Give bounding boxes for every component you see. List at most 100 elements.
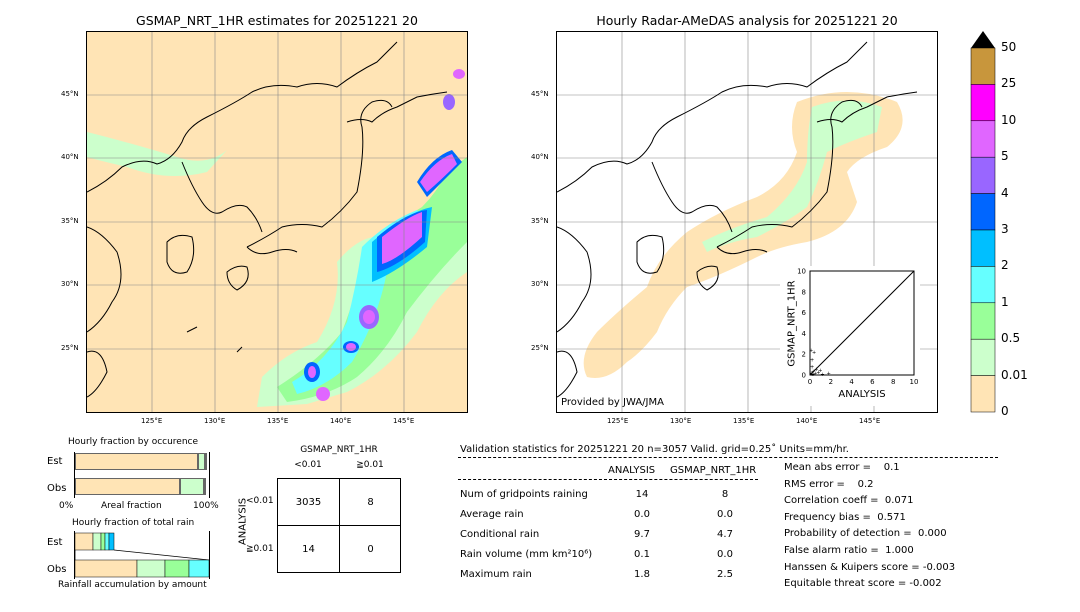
lat-label: 30°N [61,280,79,288]
stat-analysis-value: 14 [635,489,649,500]
lon-label: 140°E [796,417,818,425]
occurrence-bar-segment [179,478,204,495]
colorbar-label: 0.5 [1001,331,1021,346]
lon-label: 135°E [733,417,755,425]
occ-x-right: 100% [193,501,219,511]
contingency-row-header: <0.01 [246,496,274,506]
scatter-ytick-label: 2 [802,351,806,359]
occ-obs-label: Obs [47,483,67,494]
score-line: RMS error = 0.2 [784,478,874,490]
colorbar [970,31,996,413]
scatter-xtick-label: 2 [829,378,833,386]
colorbar-label: 50 [1001,40,1017,54]
score-line: Hanssen & Kuipers score = -0.003 [784,561,956,573]
stat-analysis-value: 1.8 [634,569,650,580]
lon-label: 140°E [330,417,352,425]
score-line: Probability of detection = 0.000 [784,528,947,540]
total-rain-title: Hourly fraction of total rain [72,518,195,528]
lat-label: 45°N [61,90,79,98]
scatter-point: + [810,365,814,371]
colorbar-cell [970,193,996,231]
rain-est-seg [108,532,115,551]
colorbar-label: 10 [1001,112,1017,127]
table-cell: 14 [302,544,315,555]
validation-header-rule [458,457,998,458]
occurrence-bar-segment [198,453,205,470]
occurrence-bar-segment [204,453,207,470]
scatter-point: + [810,372,814,378]
lat-label: 35°N [531,217,549,225]
lon-label: 145°E [859,417,881,425]
occurrence-bar-segment [75,478,180,495]
lon-label: 135°E [267,417,289,425]
colorbar-cell [970,266,996,304]
score-line: Mean abs error = 0.1 [784,462,900,473]
colorbar-cell [970,229,996,267]
scatter-point: + [809,348,813,354]
lat-label: 40°N [531,153,549,161]
occ-obs-bar [75,478,209,495]
scatter-point: + [811,369,815,375]
stat-row-label: Average rain [460,509,524,520]
contingency-title: GSMAP_NRT_1HR [300,445,378,455]
colorbar-cell [970,47,996,85]
scatter-ytick-label: 0 [802,372,806,380]
colorbar-label: 5 [1001,149,1009,164]
validation-table-rule [458,479,758,480]
colorbar-cell [970,156,996,194]
left-map-title: GSMAP_NRT_1HR estimates for 20251221 20 [136,13,418,28]
rain-est-seg [104,532,110,551]
colorbar-cell [970,120,996,158]
contingency-table: 3035 8 14 0 [277,478,401,573]
lon-label: 130°E [670,417,692,425]
occurrence-title: Hourly fraction by occurence [68,437,199,447]
occurrence-bar-segment [203,478,207,495]
colorbar-cell [970,338,996,376]
scatter-xtick-label: 4 [849,378,854,386]
scatter-point: + [827,371,831,377]
stat-gsmap-value: 2.5 [717,569,733,580]
rain-connector [113,549,210,561]
table-cell: 8 [367,497,374,508]
stat-gsmap-value: 8 [721,489,729,500]
scatter-ylabel: GSMAP_NRT_1HR [786,280,798,367]
colorbar-cell [970,302,996,340]
coastline [87,41,448,398]
scatter-xtick-label: 6 [870,378,875,386]
rain-est-seg [92,532,102,551]
colorbar-cell [970,84,996,122]
scatter-point: + [811,372,815,378]
occ-est-label: Est [47,456,63,467]
scatter-xtick-label: 8 [891,378,895,386]
map-grid [87,32,467,412]
scatter-xtick-label: 0 [808,378,812,386]
colorbar-label: 4 [1001,185,1009,200]
stat-row-label: Maximum rain [460,569,532,580]
occ-xlabel: Areal fraction [101,501,162,511]
right-map-title: Hourly Radar-AMeDAS analysis for 2025122… [596,13,898,28]
lon-label: 125°E [141,417,163,425]
occurrence-bar-segment [75,453,199,470]
lat-label: 35°N [61,217,79,225]
occ-est-bar [75,453,209,470]
colorbar-cell [970,375,996,413]
colorbar-label: 0 [1001,404,1009,418]
coastline [557,41,918,398]
lat-label: 45°N [531,90,549,98]
stat-gsmap-value: 0.0 [717,549,733,560]
score-line: Correlation coeff = 0.071 [784,495,914,507]
rain-obs-seg [188,559,210,578]
col-gsmap-header: GSMAP_NRT_1HR [670,465,757,476]
scatter-point: + [809,371,813,377]
contingency-col-header: ≧0.01 [356,460,384,470]
occ-x-left: 0% [59,501,74,511]
stat-analysis-value: 0.0 [634,509,650,520]
left-map-panel [86,31,468,413]
scatter-ytick-label: 6 [802,309,807,317]
score-line: Equitable threat score = -0.002 [784,578,942,590]
colorbar-label: 25 [1001,76,1017,91]
scatter-point: + [810,357,814,363]
rain-est-seg [74,532,94,551]
table-cell: 0 [367,544,374,555]
stat-gsmap-value: 4.7 [717,529,733,540]
